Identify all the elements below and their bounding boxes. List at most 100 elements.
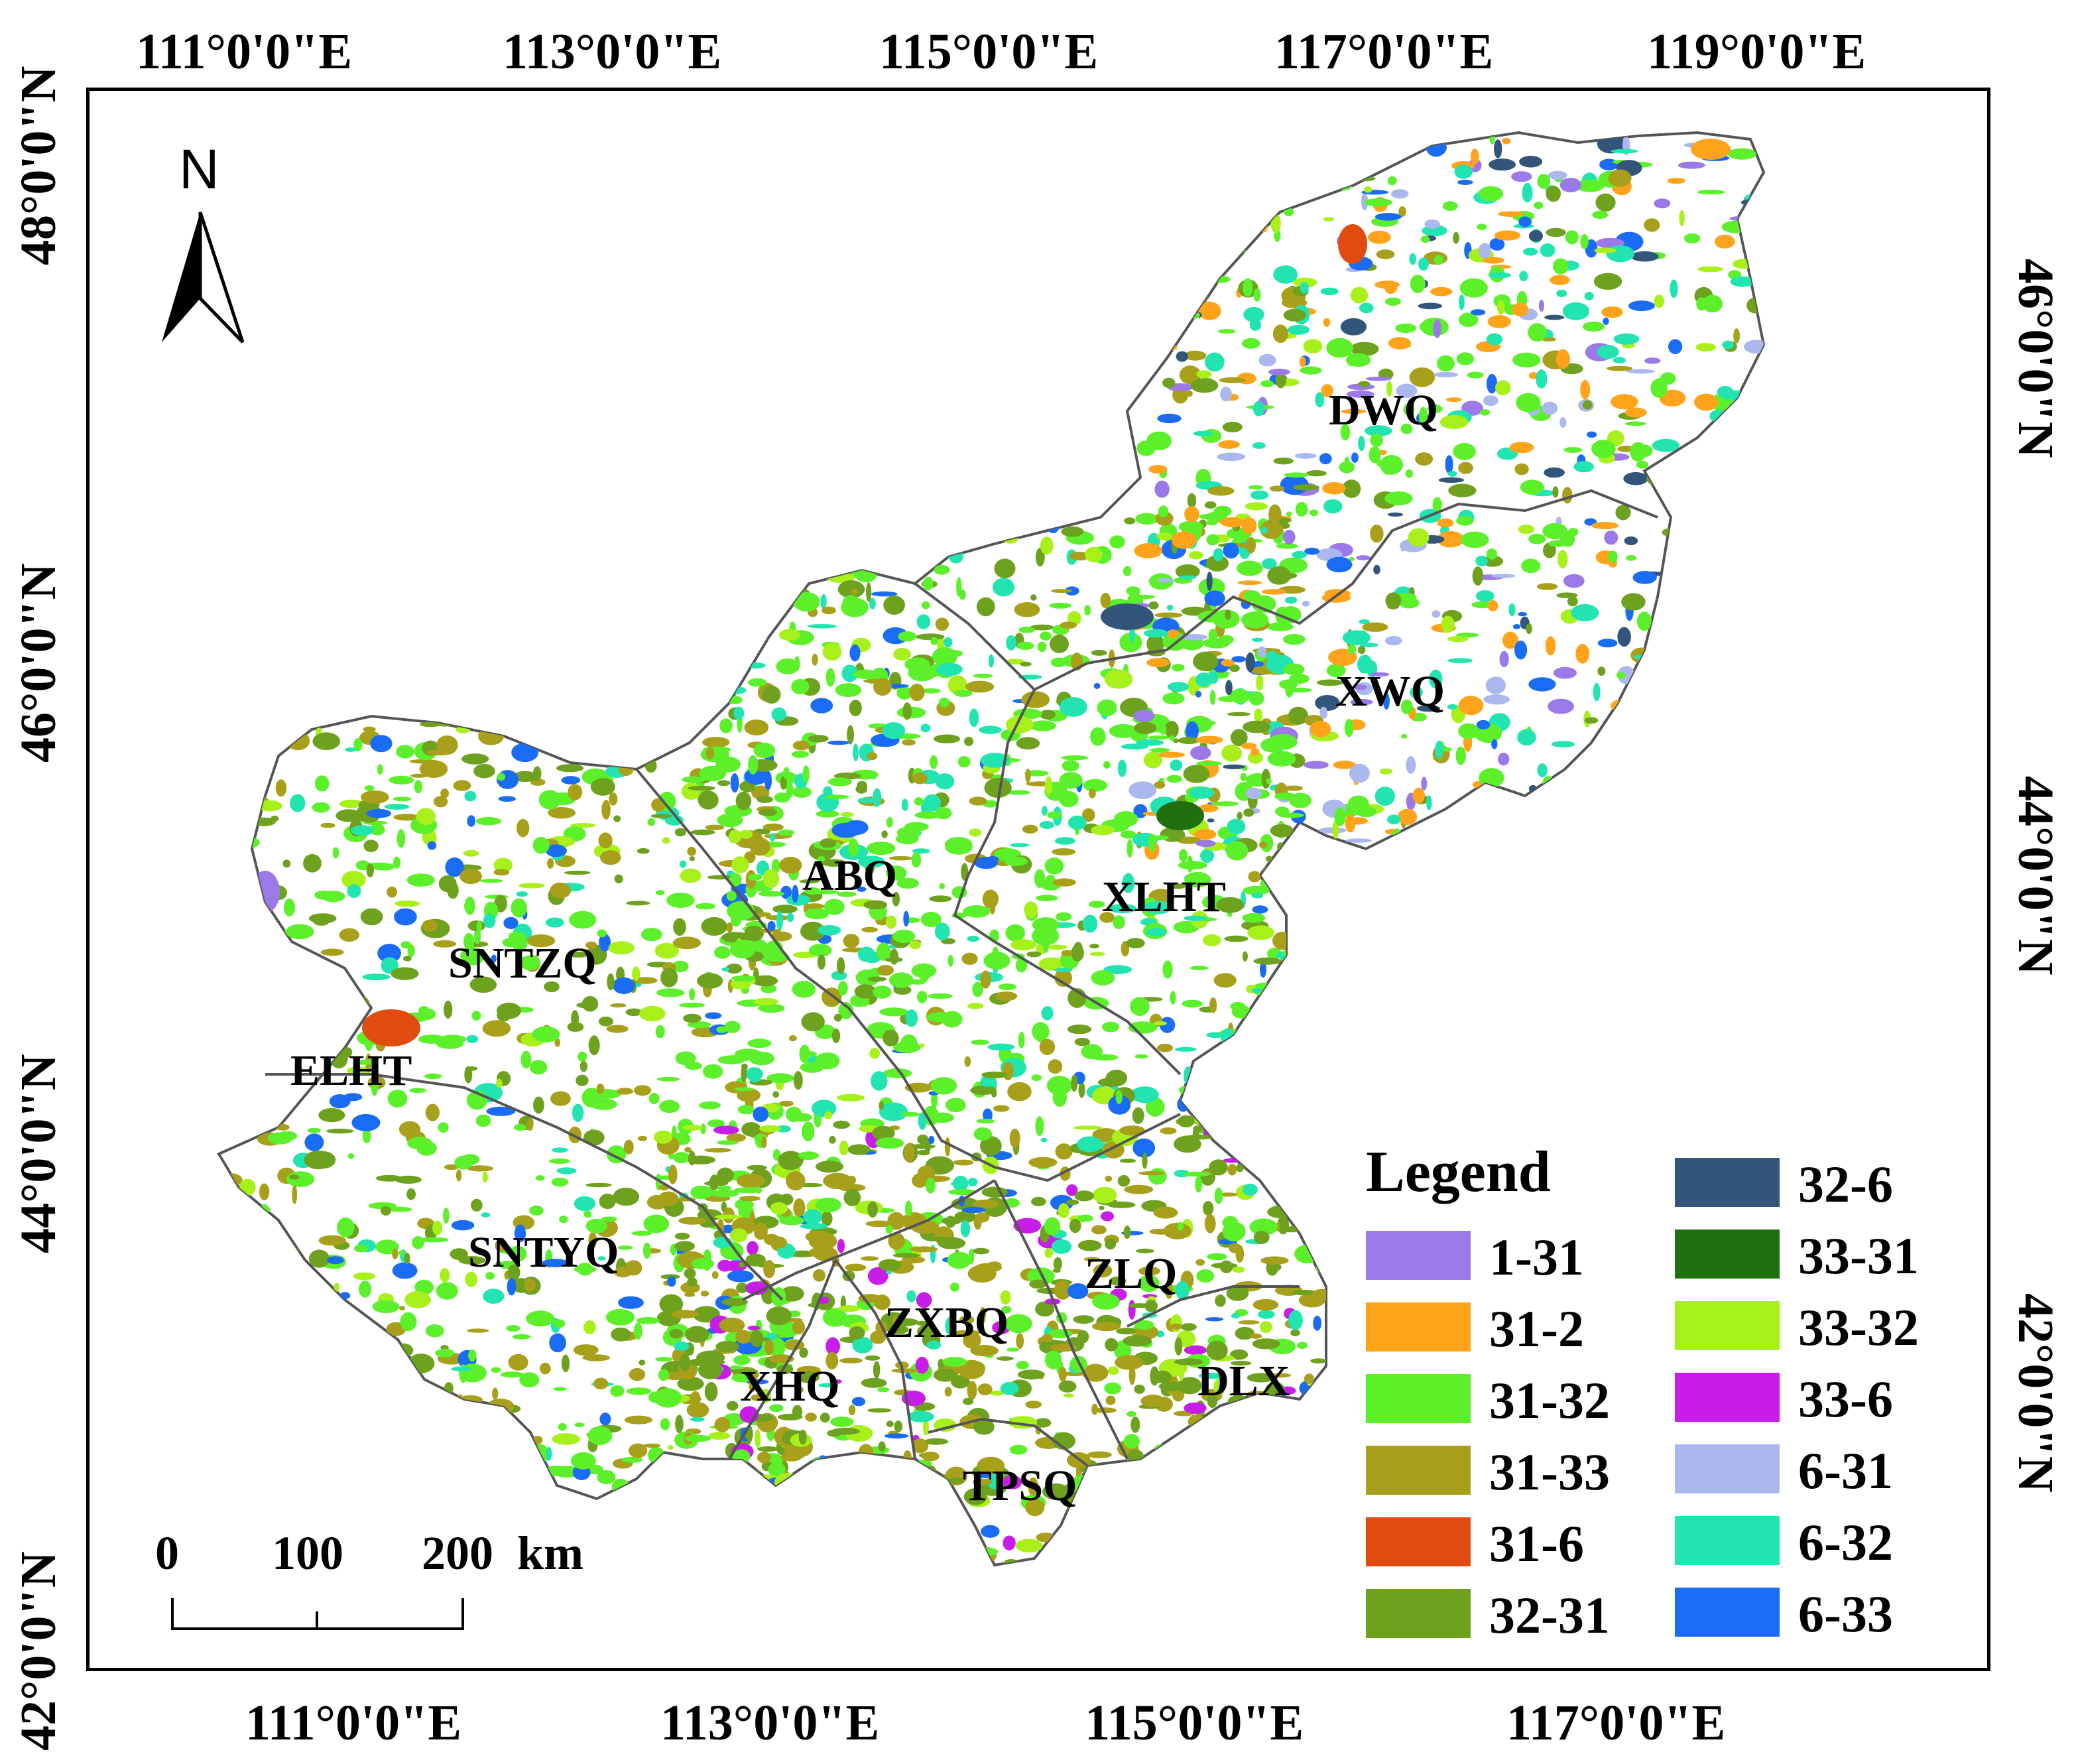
land-cover-patch [1251,142,1262,161]
land-cover-patch [843,934,860,948]
land-cover-patch [1091,649,1107,656]
land-cover-patch [1099,1206,1105,1210]
land-cover-patch [954,1531,967,1543]
land-cover-patch [802,1538,820,1554]
land-cover-patch [771,707,787,722]
land-cover-patch [507,1264,520,1281]
land-cover-patch [837,891,857,897]
land-cover-patch [1640,773,1658,792]
land-cover-patch [341,1003,350,1013]
land-cover-patch [270,1236,289,1253]
land-cover-patch [918,966,930,981]
land-cover-patch [1230,1360,1252,1366]
land-cover-patch [1658,716,1685,724]
land-cover-patch [1009,1128,1020,1148]
land-cover-patch [1441,615,1455,633]
land-cover-patch [867,1267,888,1285]
land-cover-patch [726,1401,739,1411]
land-cover-patch [857,797,878,804]
legend-label: 6-32 [1798,1513,1893,1571]
land-cover-patch [851,588,858,596]
land-cover-patch [1283,208,1294,216]
land-cover-patch [1277,842,1284,852]
land-cover-patch [1691,139,1731,160]
land-cover-patch [1091,825,1115,836]
land-cover-patch [1103,761,1111,769]
land-cover-patch [737,1535,755,1540]
land-cover-patch [1353,684,1367,690]
region-label-tpsq: TPSQ [963,1462,1077,1510]
land-cover-patch [735,1503,757,1509]
land-cover-patch [519,1372,540,1388]
land-cover-patch [1376,459,1392,468]
land-cover-patch [883,1068,912,1078]
land-cover-patch [463,901,472,911]
land-cover-patch [1373,564,1380,575]
land-cover-patch [243,1392,261,1407]
land-cover-patch [1357,655,1372,674]
land-cover-patch [1536,369,1548,389]
land-cover-patch [238,1393,245,1406]
land-cover-patch [939,883,945,889]
land-cover-patch [1594,247,1617,254]
land-cover-patch [1034,869,1046,889]
land-cover-patch [1157,578,1174,583]
land-cover-patch [677,1376,704,1391]
land-cover-patch [286,731,310,751]
land-cover-patch [351,1113,381,1131]
land-cover-patch [574,1196,596,1212]
land-cover-patch [1524,792,1543,804]
land-cover-patch [1552,843,1565,861]
land-cover-patch [734,1087,754,1092]
land-cover-patch [1284,596,1298,604]
land-cover-patch [1626,369,1655,374]
land-cover-patch [1571,603,1599,621]
land-cover-patch [1323,318,1331,327]
land-cover-patch [1512,624,1521,629]
land-cover-patch [377,944,401,963]
land-cover-patch [521,1468,544,1481]
land-cover-patch [416,808,436,826]
land-cover-patch [922,1418,929,1436]
land-cover-patch [360,908,383,926]
land-cover-patch [403,956,412,962]
land-cover-patch [1297,1210,1311,1218]
land-cover-patch [742,1468,762,1487]
land-cover-patch [1296,1472,1312,1485]
land-cover-patch [1077,1239,1102,1251]
land-cover-patch [1208,1086,1229,1096]
land-cover-patch [1224,935,1249,942]
land-cover-patch [1274,1531,1289,1539]
land-cover-patch [371,863,396,871]
land-cover-patch [1104,1382,1122,1395]
region-label-sntyq: SNTYQ [468,1228,619,1277]
land-cover-patch [648,1446,665,1464]
land-cover-patch [1280,1140,1290,1159]
land-cover-patch [1438,477,1465,483]
land-cover-patch [244,875,253,890]
land-cover-patch [233,1132,242,1137]
land-cover-patch [920,724,931,733]
land-cover-patch [655,1025,665,1039]
land-cover-patch [1069,552,1090,561]
land-cover-patch [1260,380,1274,387]
land-cover-patch [1237,812,1243,820]
land-cover-patch [1204,590,1225,607]
land-cover-patch [1677,573,1700,583]
land-cover-patch [786,913,794,922]
land-cover-patch [1697,266,1723,273]
land-cover-patch [593,1377,609,1390]
land-cover-patch [892,929,915,944]
land-cover-patch [225,921,238,940]
land-cover-patch [1279,1409,1307,1425]
land-cover-patch [1559,178,1582,193]
land-cover-patch [1255,1135,1265,1151]
land-cover-patch [1315,695,1340,711]
land-cover-patch [1195,690,1202,698]
land-cover-patch [271,974,281,987]
land-cover-patch [1502,137,1511,145]
land-cover-patch [1044,1248,1054,1258]
land-cover-patch [502,938,520,948]
land-cover-patch [1054,968,1072,987]
legend-swatch [1366,1446,1471,1495]
